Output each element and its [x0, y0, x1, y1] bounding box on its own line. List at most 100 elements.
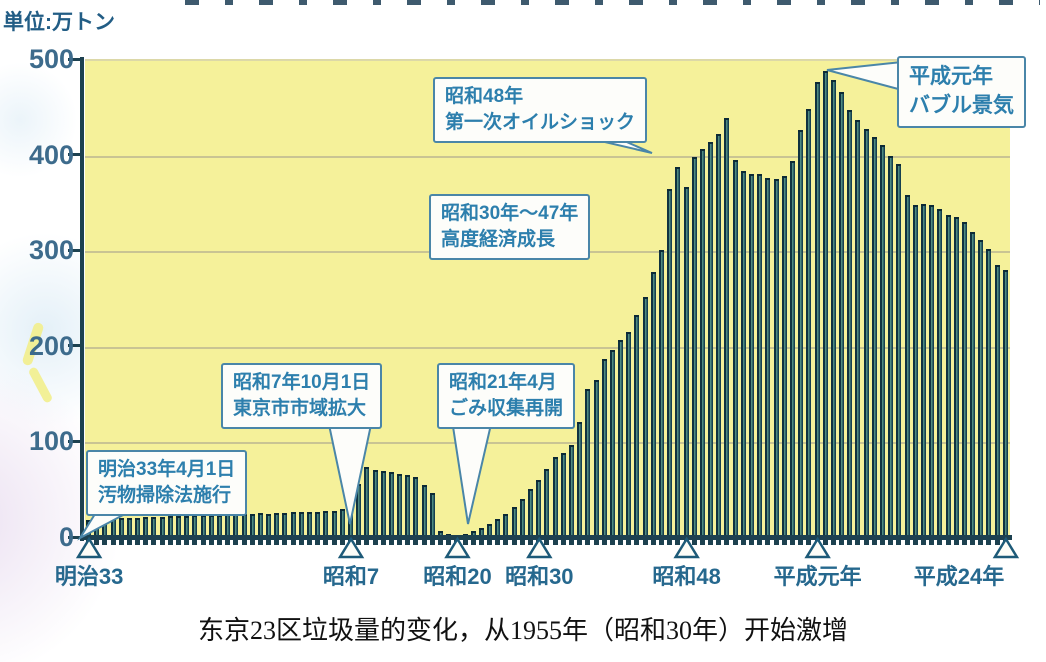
bar: [192, 515, 198, 539]
bar: [659, 250, 664, 539]
axis-tooth: [806, 539, 812, 545]
y-axis-tick: [68, 153, 82, 157]
axis-tooth: [896, 539, 902, 545]
axis-tooth: [298, 539, 304, 545]
annotation-line: 昭和30年～47年: [441, 203, 579, 224]
axis-tooth: [904, 539, 910, 545]
annotation-line: 東京市市域拡大: [233, 398, 367, 420]
axis-tooth: [667, 539, 673, 545]
axis-tooth: [151, 539, 157, 545]
axis-tooth: [781, 539, 787, 545]
bar: [699, 148, 705, 539]
axis-tooth: [749, 539, 755, 545]
axis-tooth: [642, 539, 648, 545]
bar: [159, 517, 165, 539]
axis-tooth: [961, 539, 967, 545]
bar: [888, 155, 894, 539]
axis-tooth: [216, 539, 222, 545]
axis-tooth: [601, 539, 607, 545]
bar: [143, 517, 149, 539]
axis-tooth: [650, 539, 656, 545]
x-axis-label: 昭和48: [652, 564, 721, 589]
axis-tooth: [732, 539, 738, 545]
annotation-showa48-oil-shock: 昭和48年 第一次オイルショック: [433, 77, 648, 144]
axis-tooth: [266, 539, 272, 545]
bar: [798, 129, 804, 539]
bar: [560, 452, 566, 539]
bar: [642, 297, 648, 539]
bar: [724, 118, 730, 539]
bar: [945, 214, 951, 539]
bar: [421, 485, 427, 539]
annotation-showa30-47-economic-growth: 昭和30年～47年 高度経済成長: [429, 194, 591, 261]
axis-tooth: [159, 539, 165, 545]
axis-tooth: [118, 539, 124, 545]
bar: [773, 178, 779, 539]
y-axis-tick: [68, 248, 82, 252]
axis-tooth: [454, 539, 460, 545]
gridline: [85, 346, 1010, 349]
bar: [429, 493, 435, 539]
axis-tooth: [691, 539, 697, 545]
x-axis-label: 明治33: [54, 564, 124, 589]
bar: [298, 512, 304, 539]
y-axis-label: 500: [28, 44, 74, 74]
annotation-line: 明治33年4月1日: [98, 459, 236, 480]
y-axis-tick: [68, 344, 82, 348]
annotation-line: バブル景気: [909, 93, 1014, 117]
bar: [749, 173, 755, 539]
y-axis-label: 200: [28, 330, 74, 361]
axis-tooth: [708, 539, 714, 545]
axis-tooth: [487, 539, 493, 545]
annotation-heisei1-bubble-economy: 平成元年 バブル景気: [897, 56, 1026, 128]
bar: [413, 476, 419, 539]
axis-tooth: [814, 539, 820, 545]
axis-tooth: [126, 539, 132, 545]
bar: [601, 359, 607, 539]
axis-tooth: [978, 539, 984, 545]
bar: [937, 209, 943, 539]
bar: [519, 498, 525, 539]
annotation-showa21-collection-resumed: 昭和21年4月 ごみ収集再開: [437, 363, 576, 430]
axis-tooth: [724, 539, 730, 545]
x-axis-label: 平成元年: [773, 564, 862, 589]
axis-tooth: [315, 539, 321, 545]
bar: [994, 264, 1000, 539]
axis-tooth: [184, 539, 190, 545]
bar: [307, 512, 313, 539]
bar: [364, 467, 370, 539]
axis-tooth: [740, 539, 746, 545]
axis-tooth: [380, 539, 386, 545]
bar: [863, 128, 869, 539]
axis-tooth: [659, 539, 664, 545]
chart-caption: 东京23区垃圾量的变化，从1955年（昭和30年）开始激增: [197, 616, 848, 645]
axis-tooth: [274, 539, 280, 545]
axis-tooth: [347, 539, 353, 545]
axis-tooth: [143, 539, 149, 545]
bar: [839, 91, 845, 539]
axis-tooth: [888, 539, 894, 545]
axis-tooth: [585, 539, 591, 545]
axis-tooth: [135, 539, 141, 545]
y-axis-tick: [68, 57, 82, 61]
bar: [953, 216, 959, 539]
gridline: [85, 155, 1010, 158]
x-axis-label: 昭和30: [505, 564, 574, 589]
axis-tooth: [675, 539, 681, 545]
axis-tooth: [397, 539, 403, 545]
axis-tooth: [388, 539, 394, 545]
bar: [200, 515, 206, 539]
axis-tooth: [880, 539, 886, 545]
bar: [708, 142, 714, 539]
axis-tooth: [568, 539, 574, 545]
axis-tooth: [511, 539, 517, 545]
annotation-line: ごみ収集再開: [449, 398, 564, 420]
axis-tooth: [372, 539, 378, 545]
bar: [585, 388, 591, 539]
bar: [495, 518, 501, 539]
axis-tooth: [536, 539, 542, 545]
bar: [855, 120, 861, 539]
axis-tooth: [1002, 539, 1008, 545]
axis-tooth: [110, 539, 116, 545]
axis-tooth: [331, 539, 337, 545]
